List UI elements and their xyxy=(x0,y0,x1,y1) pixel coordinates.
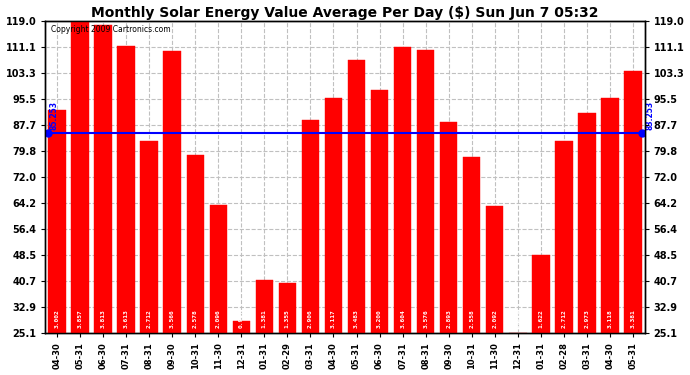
Text: 3.118: 3.118 xyxy=(608,310,613,328)
Bar xyxy=(325,98,342,333)
Bar xyxy=(141,141,158,333)
Text: Copyright 2009 Cartronics.com: Copyright 2009 Cartronics.com xyxy=(51,26,171,34)
Bar xyxy=(210,205,227,333)
Text: 3.613: 3.613 xyxy=(124,310,128,328)
Bar xyxy=(186,154,204,333)
Bar xyxy=(578,113,595,333)
Text: 3.200: 3.200 xyxy=(377,310,382,328)
Bar xyxy=(371,90,388,333)
Text: 3.604: 3.604 xyxy=(400,310,405,328)
Text: 1.622: 1.622 xyxy=(538,310,544,328)
Text: 3.117: 3.117 xyxy=(331,310,336,328)
Bar xyxy=(602,98,619,333)
Text: 3.813: 3.813 xyxy=(101,310,106,328)
Text: 2.973: 2.973 xyxy=(584,310,589,328)
Bar xyxy=(48,110,66,333)
Bar xyxy=(256,280,273,333)
Text: 3.002: 3.002 xyxy=(55,310,59,328)
Text: 3.566: 3.566 xyxy=(170,310,175,328)
Text: 3.857: 3.857 xyxy=(77,310,82,328)
Bar xyxy=(71,21,88,333)
Text: 2.712: 2.712 xyxy=(146,310,152,328)
Bar xyxy=(532,255,549,333)
Text: 83.253: 83.253 xyxy=(646,101,655,130)
Text: 0.987: 0.987 xyxy=(239,310,244,328)
Text: 2.558: 2.558 xyxy=(469,310,474,328)
Text: 2.096: 2.096 xyxy=(216,310,221,328)
Bar xyxy=(417,50,434,333)
Text: 2.578: 2.578 xyxy=(193,310,197,328)
Bar xyxy=(440,122,457,333)
Text: 3.483: 3.483 xyxy=(354,310,359,328)
Text: 0.868: 0.868 xyxy=(515,310,520,328)
Bar xyxy=(95,26,112,333)
Bar xyxy=(117,46,135,333)
Bar xyxy=(348,60,365,333)
Bar xyxy=(279,283,296,333)
Text: 3.381: 3.381 xyxy=(631,310,635,328)
Text: 85.253: 85.253 xyxy=(50,102,59,130)
Bar xyxy=(233,321,250,333)
Bar xyxy=(463,157,480,333)
Bar xyxy=(394,47,411,333)
Title: Monthly Solar Energy Value Average Per Day ($) Sun Jun 7 05:32: Monthly Solar Energy Value Average Per D… xyxy=(91,6,599,20)
Bar xyxy=(302,120,319,333)
Bar xyxy=(624,70,642,333)
Text: 2.712: 2.712 xyxy=(562,310,566,328)
Text: 2.893: 2.893 xyxy=(446,310,451,328)
Bar xyxy=(555,141,573,333)
Text: 3.576: 3.576 xyxy=(423,310,428,328)
Bar xyxy=(164,51,181,333)
Text: 2.906: 2.906 xyxy=(308,310,313,328)
Text: 1.381: 1.381 xyxy=(262,310,267,328)
Bar xyxy=(486,206,504,333)
Text: 2.092: 2.092 xyxy=(493,310,497,328)
Text: 1.355: 1.355 xyxy=(285,310,290,328)
